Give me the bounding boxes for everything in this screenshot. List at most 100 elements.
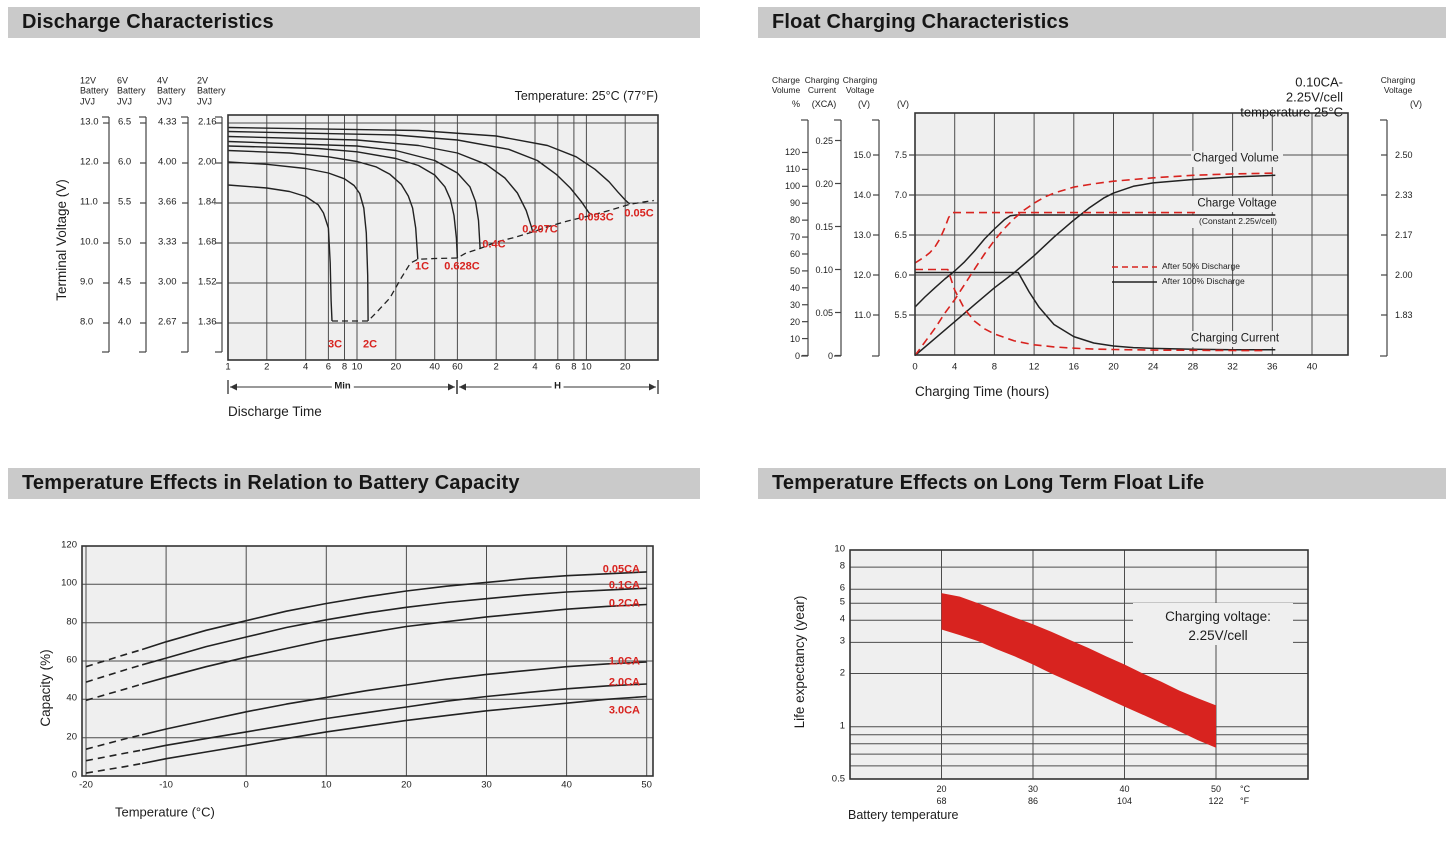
- axis-header-charging-current: Charging Current: [804, 75, 840, 95]
- tick-label: 8: [341, 361, 348, 373]
- tick-label: 0: [912, 361, 918, 373]
- tick-label: 0: [243, 779, 249, 791]
- tick-label: 4.5: [118, 276, 132, 288]
- tick-label: 11.0: [854, 309, 871, 320]
- tick-label: 6.5: [894, 229, 907, 240]
- tick-label: 100: [784, 181, 800, 192]
- tick-label: 1.84: [198, 196, 217, 208]
- tick-label: 68: [936, 795, 947, 806]
- tick-label: 20: [936, 783, 947, 794]
- tick-label: 50: [789, 265, 800, 276]
- tick-label: 6.0: [894, 269, 907, 280]
- y-axis-title: Terminal Voltage (V): [54, 179, 70, 301]
- tick-label: 3.33: [158, 236, 177, 248]
- tick-label: 15.0: [853, 149, 871, 160]
- tick-label: 30: [481, 779, 492, 791]
- tick-label: 14.0: [853, 189, 871, 200]
- curve-label-04c: 0.4C: [482, 238, 506, 251]
- tick-label: 10: [321, 779, 332, 791]
- tick-label: 1.68: [198, 236, 217, 248]
- unit-celsius: °C: [1240, 783, 1251, 794]
- tick-label: 5.5: [118, 196, 132, 208]
- tick-label: 40: [66, 692, 77, 704]
- curve-label-005ca: 0.05CA: [602, 563, 640, 576]
- tick-label: 6.5: [118, 116, 132, 128]
- x-axis-title: Charging Time (hours): [915, 384, 1050, 400]
- tick-label: 36: [1267, 361, 1278, 373]
- tick-label: 28: [1187, 361, 1199, 373]
- tick-label: 2: [839, 667, 845, 679]
- axis-unit-xca: (XCA): [811, 98, 837, 109]
- tick-label: 0.25: [815, 135, 833, 146]
- tick-label: 8: [991, 361, 998, 373]
- x-axis-title: Battery temperature: [848, 807, 959, 822]
- tick-label: 10: [351, 361, 363, 373]
- tick-label: 50: [1210, 783, 1222, 794]
- tick-label: 1: [225, 361, 231, 373]
- curve-label-charge-voltage: Charge Voltage: [1197, 197, 1277, 210]
- tick-label: 0.20: [815, 178, 833, 189]
- tick-label: 12: [1028, 361, 1040, 373]
- tick-label: 9.0: [80, 276, 94, 288]
- tick-label: 8: [839, 560, 845, 572]
- annotation-charging-voltage-value: 2.25V/cell: [1188, 628, 1248, 644]
- tick-label: 0.10: [815, 264, 833, 275]
- tick-label: 4: [952, 361, 958, 373]
- tick-label: 4: [303, 361, 309, 373]
- curve-label-2c: 2C: [362, 338, 378, 351]
- curve-label-0207c: 0.207C: [522, 223, 558, 236]
- curve-label-30ca: 3.0CA: [608, 704, 640, 717]
- chart-subtitle: 0.10CA-2.25V/cell temperature 25°C: [1240, 74, 1343, 120]
- tick-label: 20: [66, 731, 77, 743]
- section-title-float-charging: Float Charging Characteristics: [758, 7, 1446, 38]
- scale-header: 6V Battery JVJ: [117, 75, 146, 107]
- tick-label: 70: [789, 231, 800, 242]
- tick-label: 4.0: [118, 316, 132, 328]
- tick-label: 80: [789, 214, 800, 225]
- tick-label: 10: [581, 361, 592, 373]
- curve-label-1c: 1C: [414, 260, 430, 273]
- tick-label: 3.66: [158, 196, 177, 208]
- tick-label: -10: [159, 779, 173, 791]
- curve-sublabel-constant: (Constant 2.25v/cell): [1199, 215, 1277, 226]
- tick-label: 100: [61, 577, 77, 589]
- span-label: H: [551, 381, 564, 393]
- tick-label: 0: [827, 350, 833, 361]
- tick-label: 3.00: [158, 276, 177, 288]
- axis-unit-percent: %: [791, 98, 800, 109]
- tick-label: 40: [429, 361, 440, 373]
- scale-header: 12V Battery JVJ: [80, 75, 109, 107]
- curve-label-10ca: 1.0CA: [608, 655, 640, 668]
- tick-label: 120: [784, 147, 800, 158]
- y-axis-title: Life expectancy (year): [792, 595, 808, 729]
- tick-label: 6: [555, 361, 561, 373]
- tick-label: 80: [66, 616, 77, 628]
- tick-label: 2.33: [1395, 189, 1413, 200]
- tick-label: 12.0: [853, 269, 871, 280]
- tick-label: 2.16: [198, 116, 217, 128]
- tick-label: 5: [839, 596, 845, 608]
- tick-label: 1.36: [198, 316, 217, 328]
- legend-after-50: After 50% Discharge: [1162, 261, 1240, 272]
- tick-label: 11.0: [80, 196, 98, 208]
- tick-label: 0: [794, 350, 800, 361]
- tick-label: 40: [561, 779, 572, 791]
- curve-label-20ca: 2.0CA: [608, 676, 640, 689]
- scale-header: 4V Battery JVJ: [157, 75, 186, 107]
- axis-header-charge-volume: Charge Volume: [771, 75, 801, 95]
- tick-label: 7.0: [894, 189, 907, 200]
- tick-label: 1.83: [1395, 309, 1413, 320]
- tick-label: 16: [1068, 361, 1080, 373]
- tick-label: 12.0: [80, 156, 99, 168]
- tick-label: 6.0: [118, 156, 132, 168]
- tick-label: 60: [452, 361, 463, 373]
- x-axis-title: Discharge Time: [228, 404, 322, 420]
- section-title-discharge: Discharge Characteristics: [8, 7, 700, 38]
- tick-label: 2: [493, 361, 499, 373]
- tick-label: 10: [834, 543, 845, 555]
- scale-header: 2V Battery JVJ: [197, 75, 226, 107]
- axis-header-charging-voltage: Charging Voltage: [842, 75, 878, 95]
- tick-label: 32: [1227, 361, 1238, 373]
- tick-label: 40: [1306, 361, 1318, 373]
